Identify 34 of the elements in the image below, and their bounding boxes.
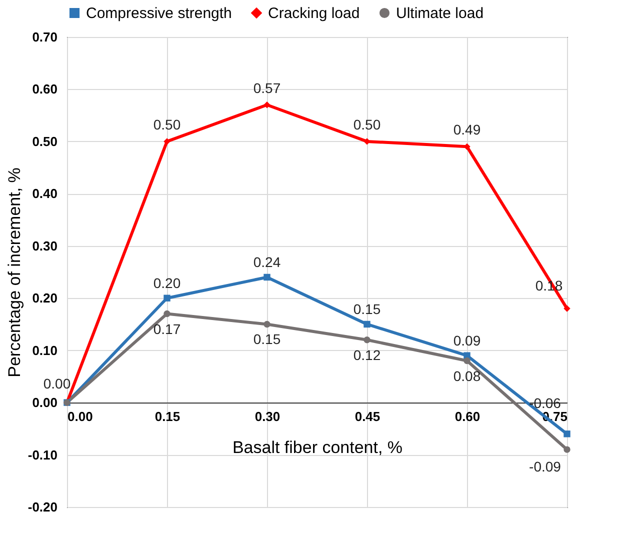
- data-label: 0.17: [153, 320, 181, 337]
- legend-label: Ultimate load: [396, 4, 484, 22]
- data-label: -0.09: [529, 458, 562, 475]
- data-label: 0.00: [43, 376, 71, 392]
- x-tick-label: 0.60: [454, 409, 480, 424]
- x-tick-label: 0.15: [154, 409, 180, 424]
- x-axis-title: Basalt fiber content, %: [232, 438, 403, 458]
- data-label: 0.50: [153, 116, 181, 132]
- y-tick-label: 0.40: [32, 186, 58, 202]
- y-tick-label: 0.60: [32, 82, 58, 97]
- x-tick-label: 0.45: [354, 409, 380, 424]
- data-label: 0.20: [153, 275, 181, 292]
- y-tick-label: -0.20: [28, 500, 58, 514]
- y-tick-label: 0.10: [32, 342, 58, 358]
- x-tick-label: 0.30: [254, 409, 280, 424]
- x-tick-label: 0.00: [68, 409, 93, 424]
- y-tick-label: 0.30: [32, 238, 58, 254]
- y-axis-title: Percentage of increment, %: [4, 168, 24, 378]
- y-tick-label: -0.10: [28, 447, 58, 462]
- data-label: 0.50: [353, 116, 381, 132]
- y-tick-label: 0.20: [32, 290, 58, 306]
- legend-label: Cracking load: [268, 4, 360, 22]
- data-label: 0.15: [253, 331, 281, 348]
- data-label: 0.49: [453, 122, 481, 138]
- data-label: 0.12: [353, 346, 381, 363]
- legend-label: Compressive strength: [86, 4, 232, 22]
- y-tick-label: 0.70: [32, 30, 58, 44]
- data-label: 0.08: [453, 368, 481, 384]
- y-tick-label: 0.00: [32, 395, 58, 410]
- data-label: 0.15: [353, 301, 381, 318]
- data-label: 0.09: [453, 332, 481, 349]
- data-label: 0.57: [253, 80, 281, 96]
- y-tick-label: 0.50: [32, 134, 58, 149]
- data-label: 0.24: [253, 254, 281, 270]
